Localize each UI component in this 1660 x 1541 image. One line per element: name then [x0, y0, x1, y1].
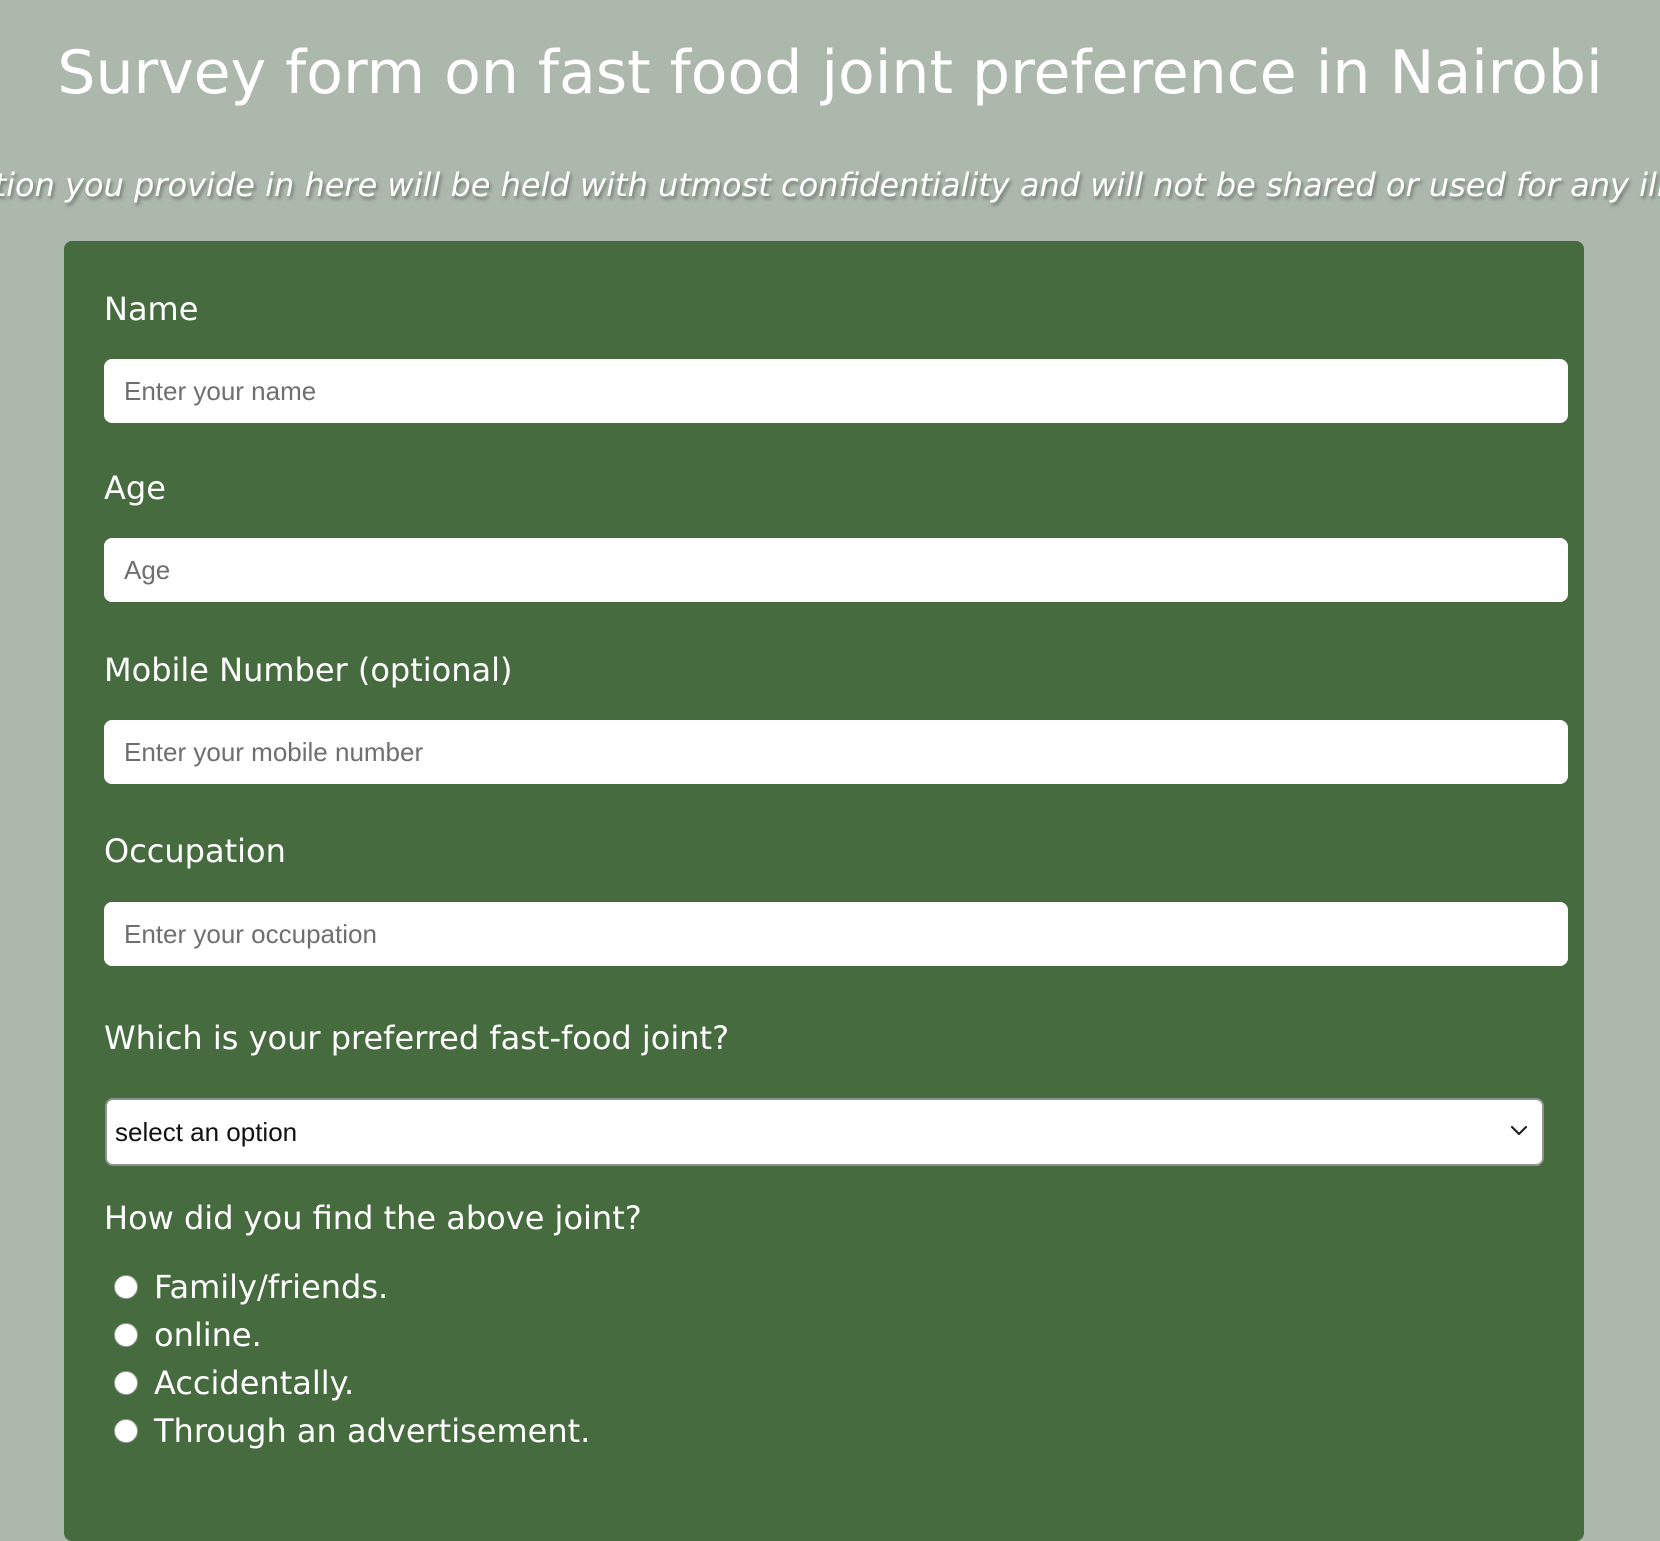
chevron-down-icon	[1510, 1125, 1528, 1136]
occupation-label: Occupation	[104, 832, 286, 870]
radio-option-label: Accidentally.	[154, 1364, 355, 1402]
preferred-joint-label: Which is your preferred fast-food joint?	[104, 1019, 730, 1057]
preferred-joint-select[interactable]: select an option	[105, 1098, 1544, 1166]
radio-button[interactable]	[114, 1371, 138, 1395]
subtitle-container: ation you provide in here will be held w…	[0, 160, 1660, 210]
radio-button[interactable]	[114, 1323, 138, 1347]
name-label: Name	[104, 290, 199, 328]
survey-form: Name Age Mobile Number (optional) Occupa…	[64, 241, 1584, 1541]
age-label: Age	[104, 469, 166, 507]
mobile-number-label: Mobile Number (optional)	[104, 651, 513, 689]
discovery-question-label: How did you find the above joint?	[104, 1199, 642, 1237]
age-input[interactable]	[104, 538, 1568, 602]
page-title: Survey form on fast food joint preferenc…	[57, 38, 1603, 108]
confidentiality-notice: ation you provide in here will be held w…	[0, 166, 1660, 204]
radio-option-label: online.	[154, 1316, 262, 1354]
name-input[interactable]	[104, 359, 1568, 423]
radio-option-label: Family/friends.	[154, 1268, 389, 1306]
occupation-input[interactable]	[104, 902, 1568, 966]
preferred-joint-selected-value: select an option	[115, 1117, 298, 1147]
mobile-number-input[interactable]	[104, 720, 1568, 784]
radio-button[interactable]	[114, 1419, 138, 1443]
radio-button[interactable]	[114, 1275, 138, 1299]
radio-option-label: Through an advertisement.	[154, 1412, 591, 1450]
